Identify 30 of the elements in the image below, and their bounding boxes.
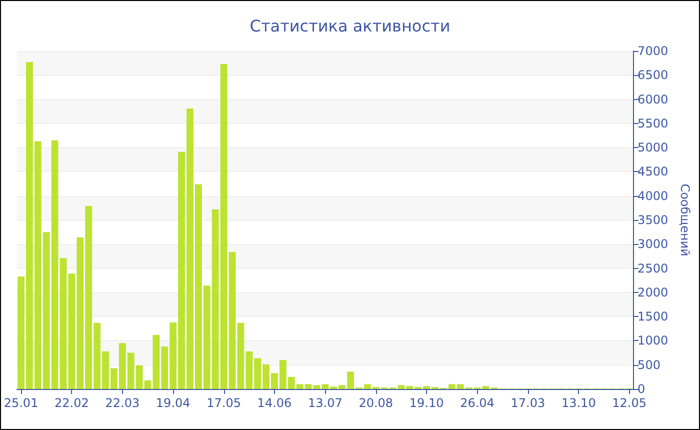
x-tick-label: 25.01	[4, 396, 38, 410]
x-tick-label: 26.04	[460, 396, 494, 410]
x-tick-label: 14.06	[257, 396, 292, 410]
y-tick-label: 1500	[638, 310, 668, 324]
x-tick-label: 19.04	[156, 396, 190, 410]
y-tick-label: 2500	[638, 261, 668, 276]
y-tick-label: 6500	[638, 68, 668, 82]
y-tick-label: 5500	[638, 116, 668, 130]
y-tick-label: 6000	[638, 92, 668, 106]
y-tick-label: 1000	[638, 334, 668, 348]
y-tick-label: 0	[638, 382, 646, 396]
y-tick-label: 4000	[638, 188, 668, 203]
y-tick-label: 3000	[638, 237, 668, 252]
x-tick-label: 17.05	[206, 396, 241, 410]
y-axis-title: Сообщений	[678, 184, 692, 256]
y-tick-label: 4500	[638, 164, 668, 179]
x-tick-label: 22.03	[105, 396, 140, 410]
x-tick-label: 19.10	[409, 396, 444, 410]
chart-title: Статистика активности	[250, 16, 450, 36]
x-tick-label: 13.10	[561, 396, 596, 410]
y-tick-label: 2000	[638, 285, 668, 300]
x-tick-label: 20.08	[358, 396, 394, 410]
x-tick-label: 17.03	[510, 396, 546, 410]
y-tick-label: 3500	[638, 213, 668, 227]
y-tick-label: 5000	[638, 140, 668, 155]
y-tick-label: 500	[638, 358, 660, 372]
x-tick-label: 12.05	[612, 396, 647, 410]
x-tick-label: 22.02	[54, 396, 89, 410]
y-tick-label: 7000	[638, 44, 668, 58]
x-tick-label: 13.07	[308, 396, 342, 410]
